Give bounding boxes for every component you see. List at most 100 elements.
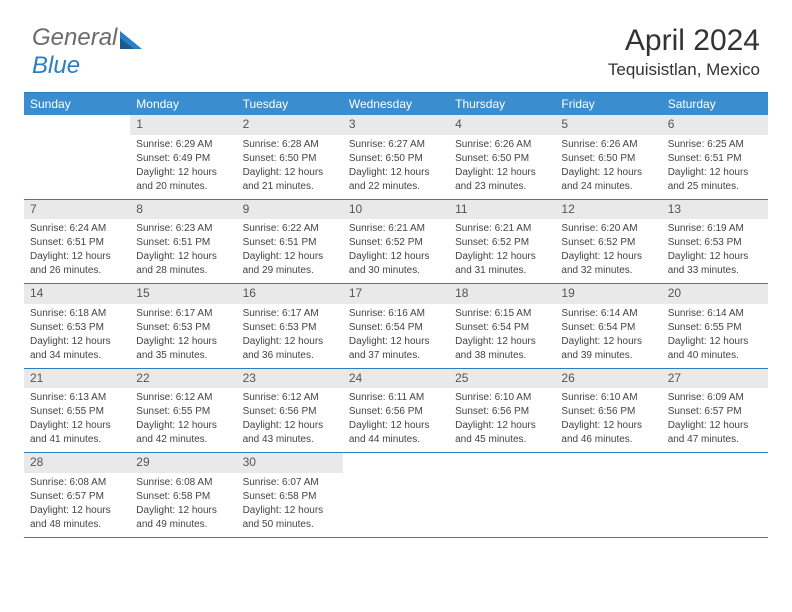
logo-text-general: General (32, 24, 117, 52)
day-body: Sunrise: 6:26 AMSunset: 6:50 PMDaylight:… (449, 135, 555, 199)
sunset-text: Sunset: 6:53 PM (243, 321, 337, 334)
daylight-text: Daylight: 12 hours (349, 166, 443, 179)
day-cell: 21Sunrise: 6:13 AMSunset: 6:55 PMDayligh… (24, 369, 130, 453)
sunset-text: Sunset: 6:52 PM (455, 236, 549, 249)
daylight-text: and 35 minutes. (136, 349, 230, 362)
daylight-text: Daylight: 12 hours (136, 335, 230, 348)
sunrise-text: Sunrise: 6:20 AM (561, 222, 655, 235)
day-number: 23 (237, 369, 343, 389)
sunrise-text: Sunrise: 6:23 AM (136, 222, 230, 235)
daylight-text: Daylight: 12 hours (668, 335, 762, 348)
day-number: 2 (237, 115, 343, 135)
daylight-text: and 38 minutes. (455, 349, 549, 362)
daylight-text: and 29 minutes. (243, 264, 337, 277)
day-body: Sunrise: 6:25 AMSunset: 6:51 PMDaylight:… (662, 135, 768, 199)
weekday-header: Friday (555, 93, 661, 115)
day-cell: 17Sunrise: 6:16 AMSunset: 6:54 PMDayligh… (343, 284, 449, 368)
day-number: 10 (343, 200, 449, 220)
empty-day-cell (24, 115, 130, 199)
day-body: Sunrise: 6:27 AMSunset: 6:50 PMDaylight:… (343, 135, 449, 199)
sunrise-text: Sunrise: 6:14 AM (668, 307, 762, 320)
day-cell: 22 Sunrise: 6:12 AMSunset: 6:55 PMDayligh… (130, 369, 236, 453)
daylight-text: and 24 minutes. (561, 180, 655, 193)
daylight-text: and 25 minutes. (668, 180, 762, 193)
sunset-text: Sunset: 6:53 PM (30, 321, 124, 334)
day-cell: 24Sunrise: 6:11 AMSunset: 6:56 PMDayligh… (343, 369, 449, 453)
day-number: 16 (237, 284, 343, 304)
empty-day-cell (555, 453, 661, 537)
daylight-text: Daylight: 12 hours (668, 419, 762, 432)
day-cell: 26Sunrise: 6:10 AMSunset: 6:56 PMDayligh… (555, 369, 661, 453)
sunset-text: Sunset: 6:56 PM (455, 405, 549, 418)
daylight-text: Daylight: 12 hours (561, 419, 655, 432)
sunset-text: Sunset: 6:55 PM (136, 405, 230, 418)
daylight-text: and 48 minutes. (30, 518, 124, 531)
day-cell: 20Sunrise: 6:14 AMSunset: 6:55 PMDayligh… (662, 284, 768, 368)
sunset-text: Sunset: 6:57 PM (668, 405, 762, 418)
daylight-text: Daylight: 12 hours (30, 504, 124, 517)
sunrise-text: Sunrise: 6:27 AM (349, 138, 443, 151)
day-number: 22 (130, 369, 236, 389)
daylight-text: Daylight: 12 hours (349, 250, 443, 263)
daylight-text: and 46 minutes. (561, 433, 655, 446)
day-cell: 13Sunrise: 6:19 AMSunset: 6:53 PMDayligh… (662, 200, 768, 284)
day-number: 4 (449, 115, 555, 135)
day-body: Sunrise: 6:08 AMSunset: 6:57 PMDaylight:… (24, 473, 130, 537)
sunset-text: Sunset: 6:49 PM (136, 152, 230, 165)
day-body: Sunrise: 6:15 AMSunset: 6:54 PMDaylight:… (449, 304, 555, 368)
daylight-text: and 43 minutes. (243, 433, 337, 446)
day-body: Sunrise: 6:10 AMSunset: 6:56 PMDaylight:… (449, 388, 555, 452)
day-cell: 8Sunrise: 6:23 AMSunset: 6:51 PMDaylight… (130, 200, 236, 284)
daylight-text: and 21 minutes. (243, 180, 337, 193)
daylight-text: Daylight: 12 hours (136, 419, 230, 432)
daylight-text: and 49 minutes. (136, 518, 230, 531)
day-cell: 3Sunrise: 6:27 AMSunset: 6:50 PMDaylight… (343, 115, 449, 199)
sunset-text: Sunset: 6:50 PM (455, 152, 549, 165)
day-number: 12 (555, 200, 661, 220)
day-number: 9 (237, 200, 343, 220)
daylight-text: Daylight: 12 hours (455, 250, 549, 263)
sunrise-text: Sunrise: 6:29 AM (136, 138, 230, 151)
daylight-text: and 36 minutes. (243, 349, 337, 362)
daylight-text: Daylight: 12 hours (561, 166, 655, 179)
daylight-text: Daylight: 12 hours (455, 335, 549, 348)
daylight-text: Daylight: 12 hours (349, 335, 443, 348)
sunset-text: Sunset: 6:56 PM (561, 405, 655, 418)
sunset-text: Sunset: 6:56 PM (243, 405, 337, 418)
sunset-text: Sunset: 6:50 PM (561, 152, 655, 165)
day-cell: 7Sunrise: 6:24 AMSunset: 6:51 PMDaylight… (24, 200, 130, 284)
sunrise-text: Sunrise: 6:12 AM (243, 391, 337, 404)
sunset-text: Sunset: 6:53 PM (136, 321, 230, 334)
day-body: Sunrise: 6:24 AMSunset: 6:51 PMDaylight:… (24, 219, 130, 283)
weekday-header: Tuesday (237, 93, 343, 115)
daylight-text: and 40 minutes. (668, 349, 762, 362)
day-body: Sunrise: 6:19 AMSunset: 6:53 PMDaylight:… (662, 219, 768, 283)
daylight-text: Daylight: 12 hours (668, 166, 762, 179)
day-number: 27 (662, 369, 768, 389)
daylight-text: Daylight: 12 hours (561, 250, 655, 263)
day-body: Sunrise: 6:17 AMSunset: 6:53 PMDaylight:… (130, 304, 236, 368)
day-number: 7 (24, 200, 130, 220)
day-cell: 14Sunrise: 6:18 AMSunset: 6:53 PMDayligh… (24, 284, 130, 368)
sunset-text: Sunset: 6:58 PM (136, 490, 230, 503)
sunrise-text: Sunrise: 6:26 AM (455, 138, 549, 151)
day-number: 6 (662, 115, 768, 135)
daylight-text: and 20 minutes. (136, 180, 230, 193)
daylight-text: Daylight: 12 hours (30, 335, 124, 348)
weekday-header: Saturday (662, 93, 768, 115)
day-number: 13 (662, 200, 768, 220)
sunset-text: Sunset: 6:54 PM (561, 321, 655, 334)
sunrise-text: Sunrise: 6:12 AM (136, 391, 230, 404)
day-cell: 15Sunrise: 6:17 AMSunset: 6:53 PMDayligh… (130, 284, 236, 368)
logo: General (32, 24, 144, 52)
day-cell: 28Sunrise: 6:08 AMSunset: 6:57 PMDayligh… (24, 453, 130, 537)
sunrise-text: Sunrise: 6:25 AM (668, 138, 762, 151)
sunset-text: Sunset: 6:50 PM (243, 152, 337, 165)
sunrise-text: Sunrise: 6:14 AM (561, 307, 655, 320)
sunset-text: Sunset: 6:56 PM (349, 405, 443, 418)
day-number: 3 (343, 115, 449, 135)
day-cell: 1Sunrise: 6:29 AMSunset: 6:49 PMDaylight… (130, 115, 236, 199)
sunrise-text: Sunrise: 6:08 AM (136, 476, 230, 489)
day-cell: 30Sunrise: 6:07 AMSunset: 6:58 PMDayligh… (237, 453, 343, 537)
daylight-text: Daylight: 12 hours (30, 419, 124, 432)
